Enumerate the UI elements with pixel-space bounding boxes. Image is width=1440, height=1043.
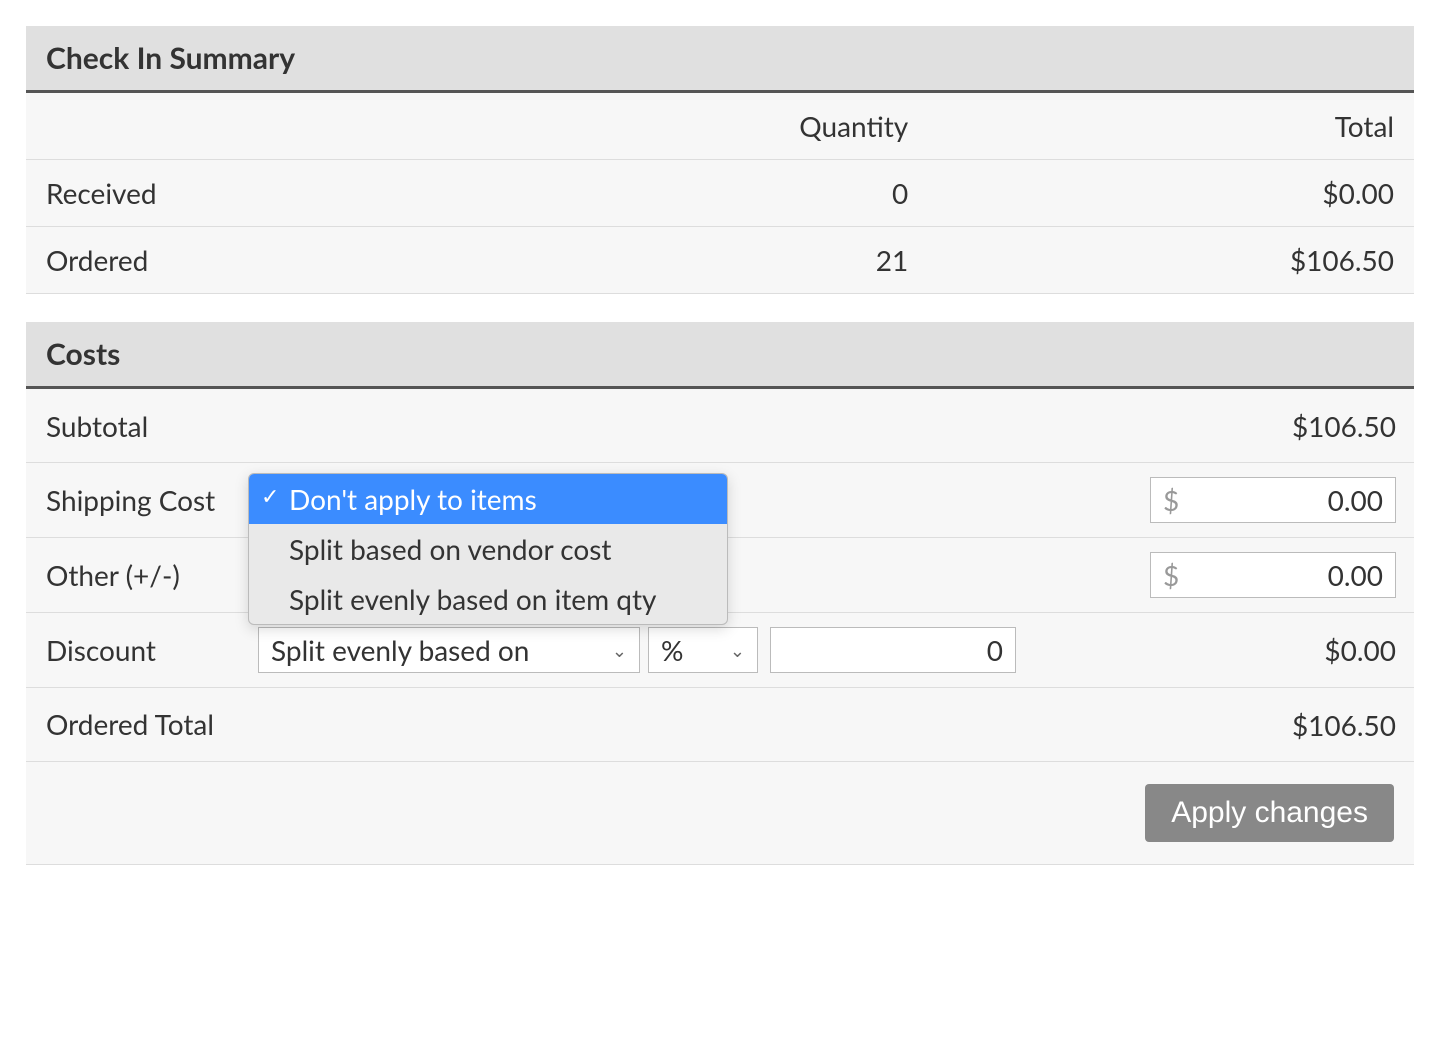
summary-received-label: Received xyxy=(26,160,512,227)
discount-amount-value: 0 xyxy=(987,633,1003,667)
summary-table: Quantity Total Received 0 $0.00 Ordered … xyxy=(26,93,1414,294)
dropdown-option-dont-apply[interactable]: Don't apply to items xyxy=(249,474,727,524)
costs-title: Costs xyxy=(26,322,1414,389)
dropdown-option-split-vendor-cost[interactable]: Split based on vendor cost xyxy=(249,524,727,574)
discount-amount-input[interactable]: 0 xyxy=(770,627,1016,673)
summary-row-received: Received 0 $0.00 xyxy=(26,160,1414,227)
other-label: Other (+/-) xyxy=(26,538,254,613)
summary-ordered-qty: 21 xyxy=(512,227,928,294)
other-currency: $ xyxy=(1163,558,1179,592)
other-spacer-3 xyxy=(766,538,1026,613)
subtotal-label: Subtotal xyxy=(26,389,254,463)
summary-ordered-total: $106.50 xyxy=(928,227,1414,294)
summary-header-total: Total xyxy=(928,93,1414,160)
costs-panel: Costs Subtotal $106.50 Shipping Cost ⌄ $… xyxy=(26,322,1414,865)
ordered-total-spacer-3 xyxy=(766,688,1026,762)
other-input-cell: $ 0.00 xyxy=(1026,538,1414,613)
check-in-summary-panel: Check In Summary Quantity Total Received… xyxy=(26,26,1414,294)
discount-method-select-text: Split evenly based on xyxy=(271,633,529,667)
ordered-total-label: Ordered Total xyxy=(26,688,254,762)
chevron-down-icon: ⌄ xyxy=(612,639,627,662)
other-value: 0.00 xyxy=(1179,558,1383,592)
subtotal-spacer-2 xyxy=(644,389,766,463)
ordered-total-spacer-1 xyxy=(254,688,644,762)
discount-method-select[interactable]: Split evenly based on ⌄ xyxy=(258,627,640,673)
ordered-total-value: $106.50 xyxy=(1026,688,1414,762)
subtotal-spacer-1 xyxy=(254,389,644,463)
summary-received-total: $0.00 xyxy=(928,160,1414,227)
costs-footer: Apply changes xyxy=(26,762,1414,865)
subtotal-value: $106.50 xyxy=(1026,389,1414,463)
costs-grid: Subtotal $106.50 Shipping Cost ⌄ $ 0.00 … xyxy=(26,389,1414,865)
discount-amount-cell: 0 xyxy=(766,613,1026,688)
shipping-input-cell: $ 0.00 xyxy=(1026,463,1414,538)
shipping-cost-input[interactable]: $ 0.00 xyxy=(1150,477,1396,523)
shipping-spacer-2 xyxy=(766,463,1026,538)
ordered-total-spacer-2 xyxy=(644,688,766,762)
shipping-method-dropdown[interactable]: Don't apply to items Split based on vend… xyxy=(248,473,728,625)
discount-unit-select[interactable]: % ⌄ xyxy=(648,627,758,673)
shipping-value: 0.00 xyxy=(1179,483,1383,517)
dropdown-option-split-item-qty[interactable]: Split evenly based on item qty xyxy=(249,574,727,624)
subtotal-spacer-3 xyxy=(766,389,1026,463)
summary-ordered-label: Ordered xyxy=(26,227,512,294)
shipping-currency: $ xyxy=(1163,483,1179,517)
summary-header-blank xyxy=(26,93,512,160)
summary-header-qty: Quantity xyxy=(512,93,928,160)
discount-unit-text: % xyxy=(661,633,683,667)
summary-header-row: Quantity Total xyxy=(26,93,1414,160)
summary-row-ordered: Ordered 21 $106.50 xyxy=(26,227,1414,294)
chevron-down-icon: ⌄ xyxy=(730,639,745,662)
summary-received-qty: 0 xyxy=(512,160,928,227)
other-cost-input[interactable]: $ 0.00 xyxy=(1150,552,1396,598)
apply-changes-button[interactable]: Apply changes xyxy=(1145,784,1394,842)
check-in-summary-title: Check In Summary xyxy=(26,26,1414,93)
discount-total: $0.00 xyxy=(1026,613,1414,688)
discount-label: Discount xyxy=(26,613,254,688)
shipping-label: Shipping Cost xyxy=(26,463,254,538)
